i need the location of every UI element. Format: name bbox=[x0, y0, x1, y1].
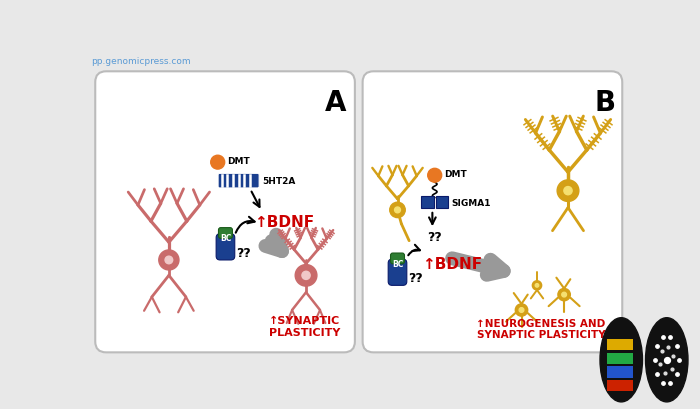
Point bbox=[671, 371, 682, 377]
Circle shape bbox=[295, 265, 317, 286]
Point bbox=[666, 366, 678, 372]
Point bbox=[657, 380, 668, 386]
FancyBboxPatch shape bbox=[363, 72, 622, 353]
Point bbox=[649, 357, 660, 363]
Circle shape bbox=[562, 292, 566, 297]
Point bbox=[673, 357, 685, 363]
Circle shape bbox=[390, 203, 405, 218]
Circle shape bbox=[533, 281, 542, 290]
Text: ↑NEUROGENESIS AND
SYNAPTIC PLASTICITY: ↑NEUROGENESIS AND SYNAPTIC PLASTICITY bbox=[476, 318, 606, 339]
FancyBboxPatch shape bbox=[218, 228, 232, 239]
Text: A: A bbox=[325, 89, 346, 117]
FancyBboxPatch shape bbox=[391, 254, 405, 264]
Circle shape bbox=[519, 308, 524, 312]
Point bbox=[665, 334, 676, 340]
Text: BC: BC bbox=[220, 234, 231, 243]
Point bbox=[651, 371, 662, 377]
Circle shape bbox=[557, 180, 579, 202]
Bar bbox=[607, 380, 633, 391]
Text: ↑BDNF: ↑BDNF bbox=[422, 257, 482, 272]
Text: ↑BDNF: ↑BDNF bbox=[254, 214, 314, 229]
FancyBboxPatch shape bbox=[95, 72, 355, 353]
Circle shape bbox=[600, 318, 643, 402]
Point bbox=[663, 344, 674, 350]
Circle shape bbox=[211, 156, 225, 170]
Circle shape bbox=[536, 284, 539, 288]
Circle shape bbox=[564, 187, 572, 195]
Text: BC: BC bbox=[392, 259, 403, 268]
Text: 5HT2A: 5HT2A bbox=[262, 177, 295, 186]
Circle shape bbox=[428, 169, 442, 183]
Circle shape bbox=[558, 289, 570, 301]
Text: DMT: DMT bbox=[227, 157, 250, 166]
Point bbox=[671, 343, 682, 349]
Text: ??: ?? bbox=[427, 231, 442, 244]
Text: B: B bbox=[594, 89, 616, 117]
FancyBboxPatch shape bbox=[216, 234, 235, 260]
Point bbox=[651, 343, 662, 349]
Text: ??: ?? bbox=[237, 246, 251, 259]
Point bbox=[659, 370, 671, 376]
FancyBboxPatch shape bbox=[421, 197, 433, 209]
FancyBboxPatch shape bbox=[389, 260, 407, 285]
Text: DMT: DMT bbox=[444, 170, 467, 179]
Bar bbox=[607, 339, 633, 351]
Circle shape bbox=[395, 207, 400, 213]
Text: SIGMA1: SIGMA1 bbox=[452, 198, 491, 207]
Circle shape bbox=[515, 304, 528, 317]
Point bbox=[665, 380, 676, 386]
Text: ??: ?? bbox=[408, 272, 423, 285]
Point bbox=[656, 348, 667, 354]
Point bbox=[657, 334, 668, 340]
Text: ↑SYNAPTIC
PLASTICITY: ↑SYNAPTIC PLASTICITY bbox=[269, 316, 340, 337]
Text: pp.genomicpress.com: pp.genomicpress.com bbox=[92, 57, 191, 66]
FancyBboxPatch shape bbox=[436, 197, 448, 209]
Circle shape bbox=[645, 318, 688, 402]
FancyBboxPatch shape bbox=[218, 174, 259, 189]
Point bbox=[654, 361, 666, 367]
Point bbox=[661, 357, 672, 363]
Point bbox=[668, 353, 679, 359]
Circle shape bbox=[302, 272, 310, 280]
Bar bbox=[607, 353, 633, 364]
Bar bbox=[607, 366, 633, 378]
Circle shape bbox=[159, 250, 179, 270]
Circle shape bbox=[165, 256, 173, 264]
